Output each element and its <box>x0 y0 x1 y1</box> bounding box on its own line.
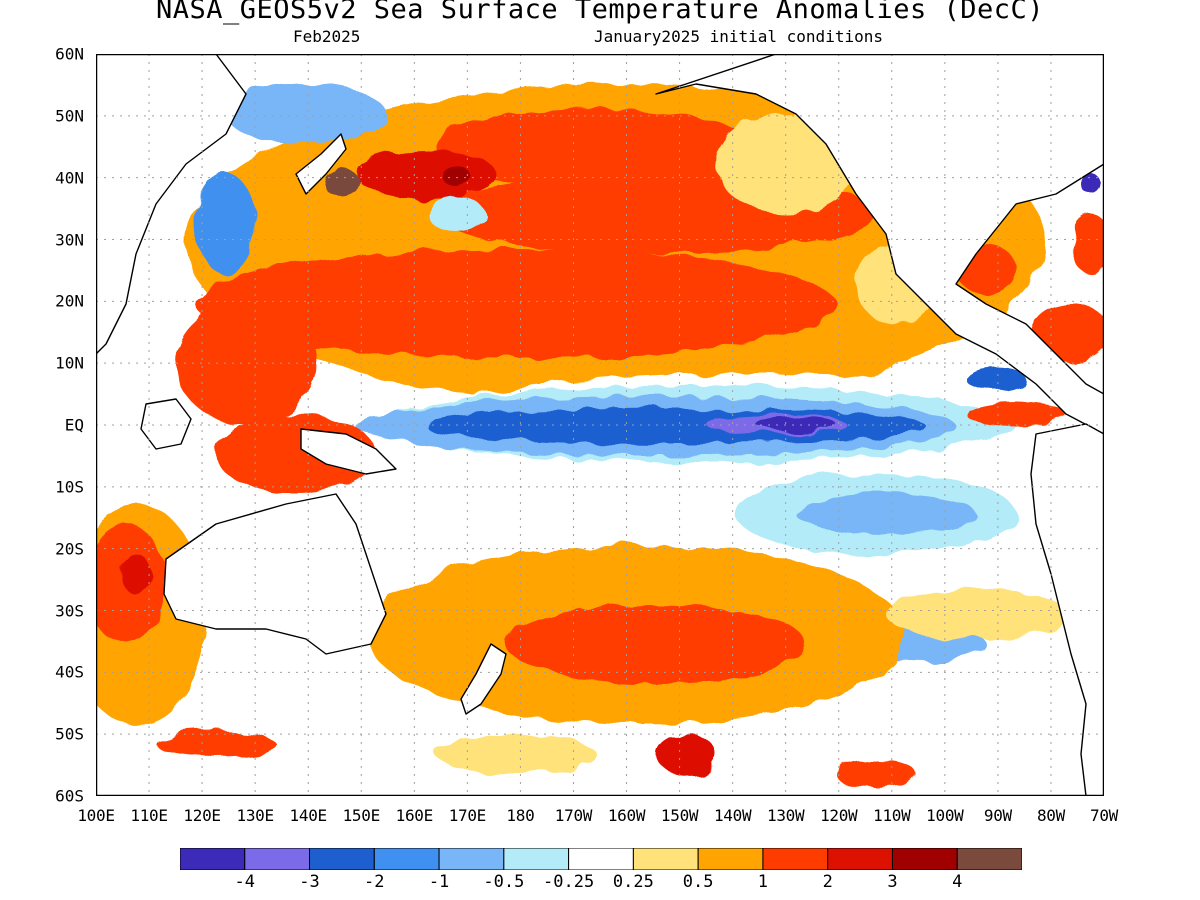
lat-label: EQ <box>64 415 84 435</box>
lat-label: 50N <box>55 106 84 126</box>
sst-anomaly-map <box>96 54 1104 796</box>
lon-label: 180 <box>506 806 535 825</box>
asia-landmass <box>96 54 247 355</box>
lon-label: 130E <box>236 806 274 825</box>
new-zealand-landmass <box>460 643 507 715</box>
lon-label: 120E <box>183 806 221 825</box>
lat-lon-grid <box>96 54 1104 796</box>
colorbar-tick-label: -3 <box>299 872 320 892</box>
colorbar-swatch <box>438 848 505 870</box>
colorbar-tick-label: -2 <box>364 872 385 892</box>
colorbar-tick-label: 2 <box>822 872 833 892</box>
colorbar-tick-label: -0.5 <box>483 872 525 892</box>
colorbar-swatch <box>568 848 634 870</box>
lon-label: 90W <box>983 806 1012 825</box>
lat-label: 10S <box>55 477 84 497</box>
lat-label: 40N <box>55 168 84 188</box>
colorbar-tick-label: 3 <box>887 872 898 892</box>
lat-label: 40S <box>55 662 84 682</box>
colorbar-tick-label: -0.25 <box>543 872 595 892</box>
lon-label: 120W <box>820 806 858 825</box>
colorbar-swatch <box>891 848 958 870</box>
south-america-landmass <box>1030 423 1104 796</box>
colorbar-tick-label: -1 <box>428 872 450 892</box>
anomaly-fields <box>96 84 1104 789</box>
lat-label: 30N <box>55 230 84 249</box>
colorbar-tick-label: 4 <box>952 872 963 892</box>
colorbar-swatch <box>697 848 764 870</box>
lon-label: 170W <box>554 806 593 825</box>
lat-label: 60S <box>55 786 84 806</box>
lon-label: 150W <box>660 806 699 825</box>
borneo-landmass <box>140 398 192 450</box>
lat-label: 50S <box>55 724 84 744</box>
colorbar-tick-label: 0.5 <box>682 872 714 892</box>
lon-label: 110W <box>873 806 911 825</box>
lon-label: 170E <box>448 806 487 825</box>
initial-conditions: January2025 initial conditions <box>594 27 883 46</box>
lon-label: 110E <box>130 806 168 825</box>
lon-label: 160E <box>395 806 434 825</box>
lat-label: 60N <box>55 44 84 64</box>
lon-label: 160W <box>607 806 646 825</box>
colorbar-swatch <box>827 848 893 870</box>
colorbar-tick-label: -4 <box>234 872 256 892</box>
lon-label: 100E <box>77 806 115 825</box>
lat-label: 30S <box>55 601 84 620</box>
lon-label: 130W <box>767 806 805 825</box>
lon-label: 100W <box>926 806 964 825</box>
forecast-month: Feb2025 <box>293 27 361 46</box>
colorbar-tick-label: 1 <box>757 872 769 892</box>
colorbar-swatch <box>373 848 440 870</box>
australia-landmass <box>163 493 387 655</box>
colorbar-swatch <box>956 848 1022 870</box>
colorbar-swatch <box>632 848 699 870</box>
colorbar-swatch <box>503 848 570 870</box>
lon-label: 140W <box>713 806 752 825</box>
lat-label: 20N <box>55 291 84 311</box>
lat-label: 20S <box>55 539 84 559</box>
new-guinea-landmass <box>300 428 397 475</box>
continents <box>96 54 1104 796</box>
map-border <box>96 54 1104 796</box>
japan-landmass <box>295 133 347 195</box>
colorbar-swatch <box>762 848 829 870</box>
colorbar-tick-label: 0.25 <box>612 872 654 892</box>
north-america-landmass <box>655 54 1104 435</box>
lon-label: 140E <box>289 806 328 825</box>
colorbar-swatch <box>309 848 375 870</box>
lat-label: 10N <box>55 353 84 373</box>
lon-label: 150E <box>342 806 381 825</box>
colorbar <box>180 848 1022 870</box>
map-title: NASA_GEOS5v2 Sea Surface Temperature Ano… <box>155 0 1045 25</box>
lon-label: 80W <box>1036 806 1065 825</box>
colorbar-swatch <box>244 848 311 870</box>
lon-label: 70W <box>1090 806 1118 825</box>
colorbar-swatch <box>180 848 246 870</box>
